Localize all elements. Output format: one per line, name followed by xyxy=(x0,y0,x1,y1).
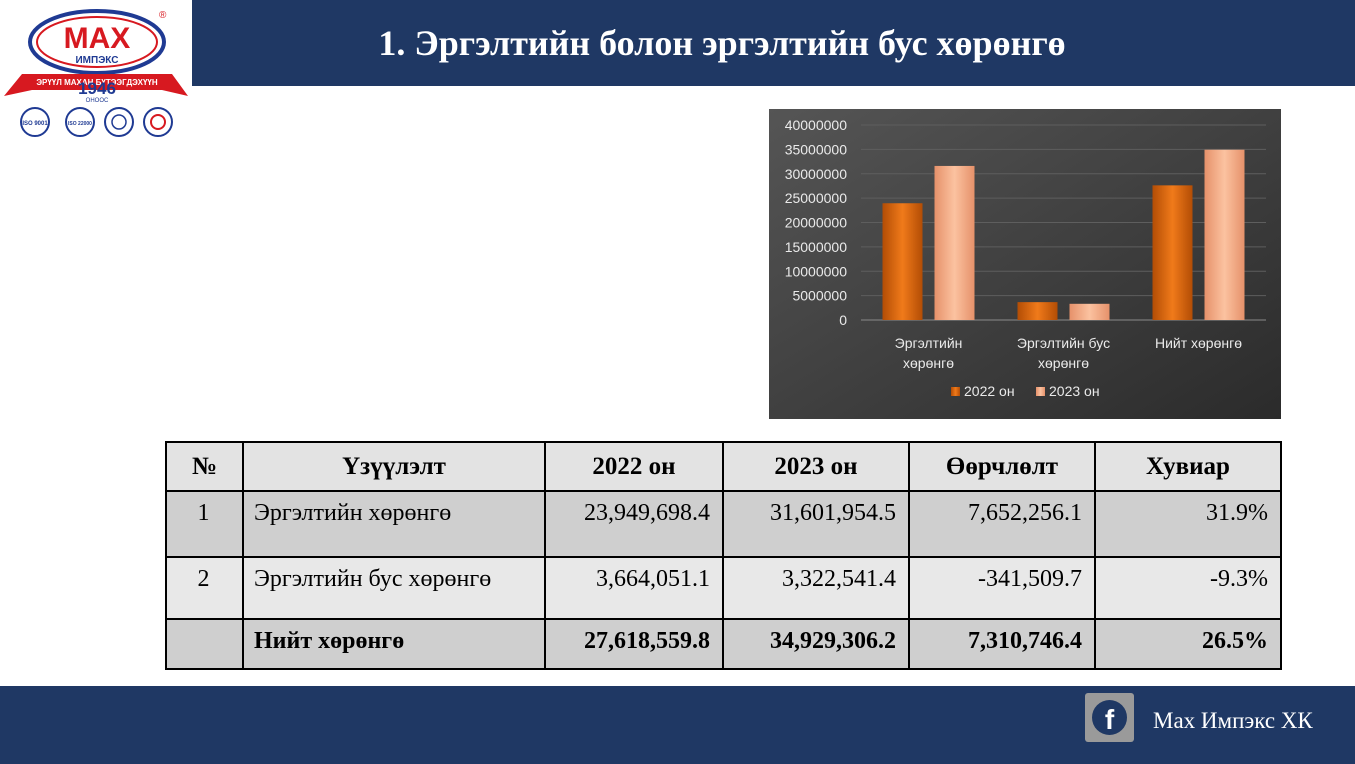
facebook-glyph: f xyxy=(1092,700,1127,735)
chart-background xyxy=(769,109,1281,419)
bar-2022 xyxy=(1152,185,1193,320)
bar-2023 xyxy=(934,165,975,320)
row-indicator: Эргэлтийн хөрөнгө xyxy=(242,490,546,558)
total-value-2023: 34,929,306.2 xyxy=(722,618,910,670)
svg-text:МАХ: МАХ xyxy=(64,22,131,55)
row-number: 2 xyxy=(165,556,244,620)
svg-text:ИМПЭКС: ИМПЭКС xyxy=(75,55,118,66)
iso-22000-badge: ISO 22000 xyxy=(65,107,95,137)
x-category-label: Эргэлтийн бус xyxy=(1017,335,1110,351)
col-header-percent: Хувиар xyxy=(1094,441,1282,492)
col-header-change: Өөрчлөлт xyxy=(908,441,1096,492)
y-tick-label: 10000000 xyxy=(785,263,848,279)
svg-text:ОНООС: ОНООС xyxy=(86,98,109,104)
iso-9001-badge: ISO 9001 xyxy=(20,107,50,137)
bar-2022 xyxy=(882,203,923,320)
col-header-indicator: Үзүүлэлт xyxy=(242,441,546,492)
certification-badge xyxy=(104,107,134,137)
col-header-2022: 2022 он xyxy=(544,441,724,492)
bar-2023 xyxy=(1204,149,1245,320)
bar-2023 xyxy=(1069,303,1110,320)
col-header-2023: 2023 он xyxy=(722,441,910,492)
legend-swatch xyxy=(1036,387,1045,396)
page-title: 1. Эргэлтийн болон эргэлтийн бус хөрөнгө xyxy=(378,23,1066,63)
x-category-label: хөрөнгө xyxy=(1038,355,1089,371)
row-percent: 31.9% xyxy=(1094,490,1282,558)
legend-swatch xyxy=(951,387,960,396)
table-row: 2 Эргэлтийн бус хөрөнгө 3,664,051.1 3,32… xyxy=(165,556,1282,620)
y-tick-label: 35000000 xyxy=(785,141,848,157)
x-category-label: хөрөнгө xyxy=(903,355,954,371)
total-value-2022: 27,618,559.8 xyxy=(544,618,724,670)
footer-bar xyxy=(0,686,1355,764)
x-category-label: Эргэлтийн xyxy=(895,335,963,351)
row-value-2023: 31,601,954.5 xyxy=(722,490,910,558)
hsc-badge xyxy=(143,107,173,137)
company-logo: МАХ ® ИМПЭКС ЭРҮҮЛ МАХАН БҮТЭЭГДЭХҮҮН 19… xyxy=(2,4,188,140)
legend-label: 2023 он xyxy=(1049,383,1100,399)
row-indicator: Эргэлтийн бус хөрөнгө xyxy=(242,556,546,620)
assets-bar-chart: 0 5000000 10000000 15000000 20000000 25000000… xyxy=(769,109,1281,419)
chart-svg: 0 5000000 10000000 15000000 20000000 25000000… xyxy=(769,109,1281,419)
svg-text:ISO 9001: ISO 9001 xyxy=(22,121,48,127)
y-tick-label: 15000000 xyxy=(785,239,848,255)
legend-label: 2022 он xyxy=(964,383,1015,399)
row-value-2022: 3,664,051.1 xyxy=(544,556,724,620)
total-percent: 26.5% xyxy=(1094,618,1282,670)
row-change: 7,652,256.1 xyxy=(908,490,1096,558)
facebook-icon[interactable]: f xyxy=(1085,693,1134,742)
row-number: 1 xyxy=(165,490,244,558)
svg-text:1946: 1946 xyxy=(78,79,116,98)
y-tick-label: 30000000 xyxy=(785,166,848,182)
total-indicator: Нийт хөрөнгө xyxy=(242,618,546,670)
y-tick-label: 20000000 xyxy=(785,215,848,231)
header-bar: 1. Эргэлтийн болон эргэлтийн бус хөрөнгө xyxy=(192,0,1355,86)
svg-text:®: ® xyxy=(159,10,167,21)
table-row: 1 Эргэлтийн хөрөнгө 23,949,698.4 31,601,… xyxy=(165,490,1282,558)
row-value-2022: 23,949,698.4 xyxy=(544,490,724,558)
x-category-label: Нийт хөрөнгө xyxy=(1155,335,1242,351)
row-percent: -9.3% xyxy=(1094,556,1282,620)
assets-table: № Үзүүлэлт 2022 он 2023 он Өөрчлөлт Хуви… xyxy=(165,441,1282,670)
svg-text:ISO 22000: ISO 22000 xyxy=(68,121,92,127)
y-tick-label: 40000000 xyxy=(785,117,848,133)
total-change: 7,310,746.4 xyxy=(908,618,1096,670)
y-tick-label: 5000000 xyxy=(792,288,847,304)
total-number xyxy=(165,618,244,670)
row-value-2023: 3,322,541.4 xyxy=(722,556,910,620)
table-total-row: Нийт хөрөнгө 27,618,559.8 34,929,306.2 7… xyxy=(165,618,1282,670)
y-tick-label: 0 xyxy=(839,312,847,328)
table-header-row: № Үзүүлэлт 2022 он 2023 он Өөрчлөлт Хуви… xyxy=(165,441,1282,492)
y-tick-label: 25000000 xyxy=(785,190,848,206)
bar-2022 xyxy=(1017,302,1058,320)
col-header-number: № xyxy=(165,441,244,492)
footer-company-name: Мах Импэкс ХК xyxy=(1153,708,1313,733)
svg-text:ЭРҮҮЛ МАХАН БҮТЭЭГДЭХҮҮН: ЭРҮҮЛ МАХАН БҮТЭЭГДЭХҮҮН xyxy=(36,78,158,87)
row-change: -341,509.7 xyxy=(908,556,1096,620)
